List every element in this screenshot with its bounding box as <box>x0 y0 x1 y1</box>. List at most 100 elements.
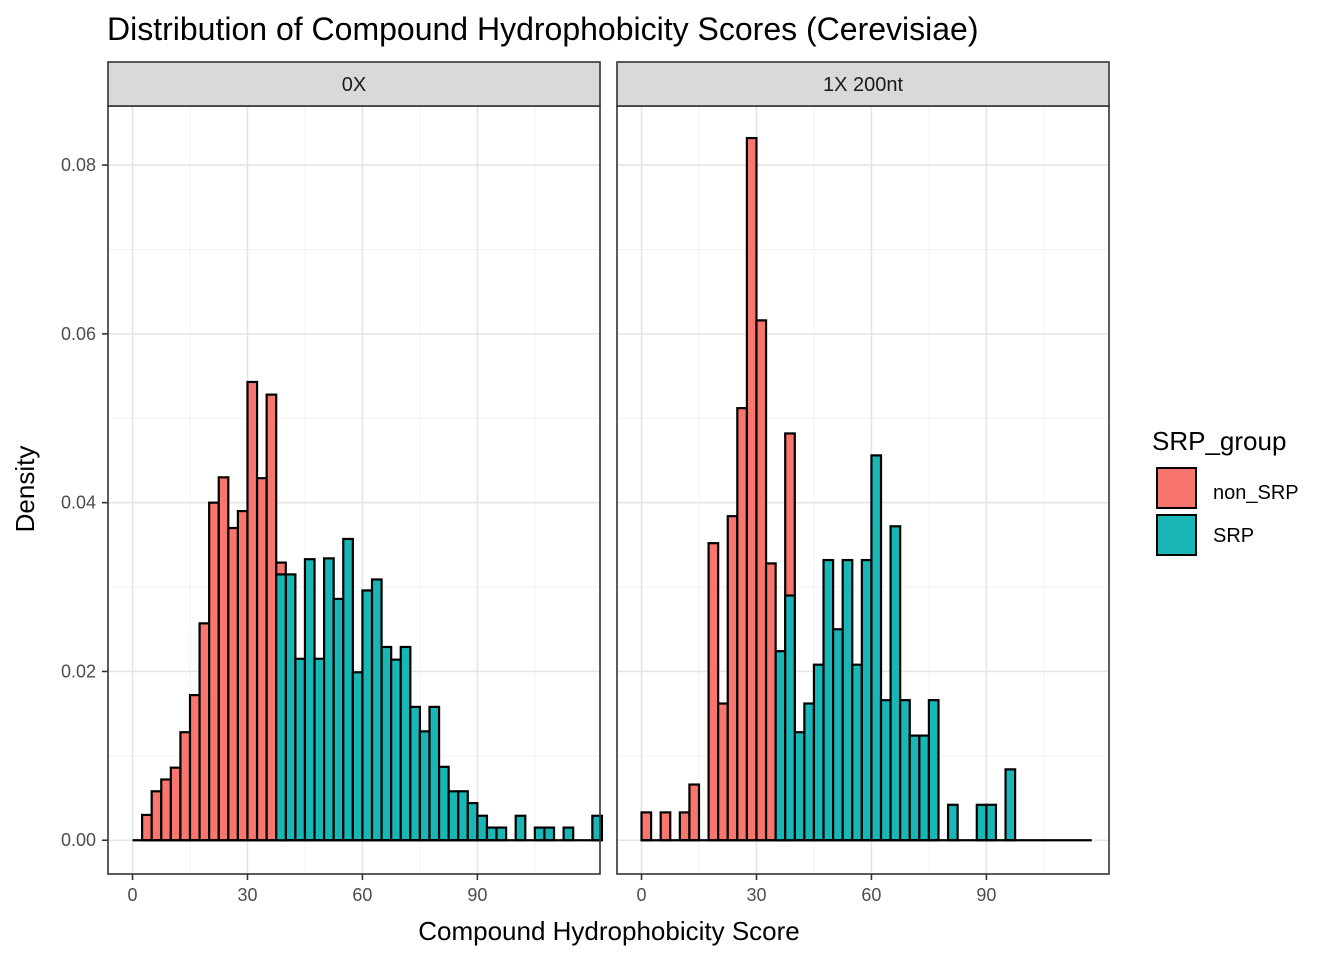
bar-srp <box>793 731 806 842</box>
bar-non-srp <box>255 477 268 842</box>
bar-srp <box>918 734 931 842</box>
bar-srp <box>851 663 863 842</box>
y-tick-label: 0.00 <box>61 830 96 850</box>
bar-non-srp <box>160 778 172 842</box>
x-tick-label: 60 <box>861 885 881 905</box>
facet-strip <box>107 61 601 107</box>
bar-srp <box>476 814 489 842</box>
y-tick-label: 0.08 <box>61 155 96 175</box>
bar-srp <box>879 699 892 842</box>
bar-srp <box>437 765 450 842</box>
bar-srp-overlay <box>784 594 796 842</box>
bar-srp <box>418 730 431 842</box>
x-tick-label: 90 <box>467 885 487 905</box>
bar-srp <box>284 573 297 842</box>
bar-srp <box>303 558 316 842</box>
bar-srp <box>870 454 883 842</box>
bar-non-srp <box>236 510 249 842</box>
bar-non-srp <box>188 693 201 842</box>
chart-title: Distribution of Compound Hydrophobicity … <box>107 11 978 47</box>
bar-non-srp <box>678 811 691 842</box>
bar-srp <box>485 826 498 842</box>
bar-non-srp <box>764 562 777 842</box>
legend: SRP_group non_SRP SRP <box>1152 426 1299 556</box>
bar-non-srp <box>141 813 153 842</box>
bar-srp <box>399 645 412 842</box>
bar-srp <box>466 802 479 842</box>
y-axis: 0.00 0.02 0.04 0.06 0.08 <box>61 155 108 850</box>
bar-non-srp <box>688 783 701 842</box>
y-tick-label: 0.06 <box>61 324 96 344</box>
bar-srp <box>927 699 940 842</box>
bar-srp <box>543 826 556 842</box>
bar-srp <box>409 705 422 842</box>
bar-srp <box>313 657 326 842</box>
bar-srp <box>889 525 902 842</box>
bar-non-srp <box>217 476 230 842</box>
bar-srp <box>351 671 364 842</box>
bar-srp <box>860 558 873 842</box>
bar-srp-overlay <box>774 650 787 842</box>
bar-non-srp <box>246 380 259 842</box>
x-tick-label: 60 <box>352 885 372 905</box>
bar-non-srp <box>198 622 211 842</box>
facet-strip <box>616 61 1110 107</box>
bar-srp <box>822 558 835 842</box>
bar-srp <box>495 826 508 842</box>
legend-key-srp <box>1156 514 1197 556</box>
legend-title: SRP_group <box>1152 426 1286 456</box>
bar-non-srp <box>265 393 278 842</box>
bar-srp <box>457 790 469 842</box>
bar-srp <box>975 803 988 842</box>
bar-non-srp <box>707 542 720 842</box>
bar-srp <box>514 814 527 842</box>
bar-non-srp <box>726 515 739 842</box>
bar-non-srp <box>745 136 758 842</box>
facet-strip-label: 0X <box>342 74 366 96</box>
x-tick-label: 0 <box>637 885 647 905</box>
bar-srp <box>985 803 998 842</box>
histogram-bars <box>132 380 604 842</box>
bar-non-srp <box>717 702 729 842</box>
bar-srp <box>294 657 307 842</box>
bar-srp <box>428 705 441 842</box>
bar-srp <box>841 558 854 842</box>
legend-key-non-srp <box>1156 467 1197 509</box>
bar-srp <box>390 658 402 842</box>
x-axis: 0 30 60 90 <box>637 874 996 905</box>
x-tick-label: 0 <box>128 885 138 905</box>
legend-label-srp: SRP <box>1213 525 1254 547</box>
bar-srp <box>380 645 393 842</box>
bar-srp <box>342 537 354 842</box>
bar-non-srp <box>659 811 672 842</box>
facet-strip-label: 1X 200nt <box>823 74 904 96</box>
bar-srp <box>533 826 546 842</box>
bar-srp <box>908 734 921 842</box>
histogram-bars <box>640 136 1092 842</box>
y-tick-label: 0.02 <box>61 661 96 681</box>
bar-non-srp <box>208 501 220 842</box>
bar-non-srp <box>640 811 653 842</box>
bar-srp <box>447 790 460 842</box>
x-tick-label: 90 <box>976 885 996 905</box>
bar-srp-overlay <box>275 573 287 842</box>
facet-panel-2: 1X 200nt 0 30 60 90 <box>616 61 1110 905</box>
bar-srp <box>946 803 959 842</box>
bar-srp <box>323 557 335 842</box>
bar-non-srp <box>736 407 749 842</box>
bar-srp <box>332 597 345 842</box>
x-axis: 0 30 60 90 <box>128 874 487 905</box>
bar-srp <box>832 628 844 842</box>
legend-label-non-srp: non_SRP <box>1213 482 1299 504</box>
bar-srp <box>361 589 374 842</box>
bar-srp <box>899 699 911 842</box>
facet-panel-1: 0X 0 30 60 90 0.00 0.02 0.04 0.06 0.08 <box>61 61 604 905</box>
bar-non-srp <box>755 319 768 842</box>
y-axis-title: Density <box>10 446 40 533</box>
bar-non-srp <box>179 731 192 842</box>
bar-non-srp <box>227 526 240 842</box>
x-axis-title: Compound Hydrophobicity Score <box>418 916 800 946</box>
x-tick-label: 30 <box>746 885 766 905</box>
bar-srp <box>562 826 575 842</box>
